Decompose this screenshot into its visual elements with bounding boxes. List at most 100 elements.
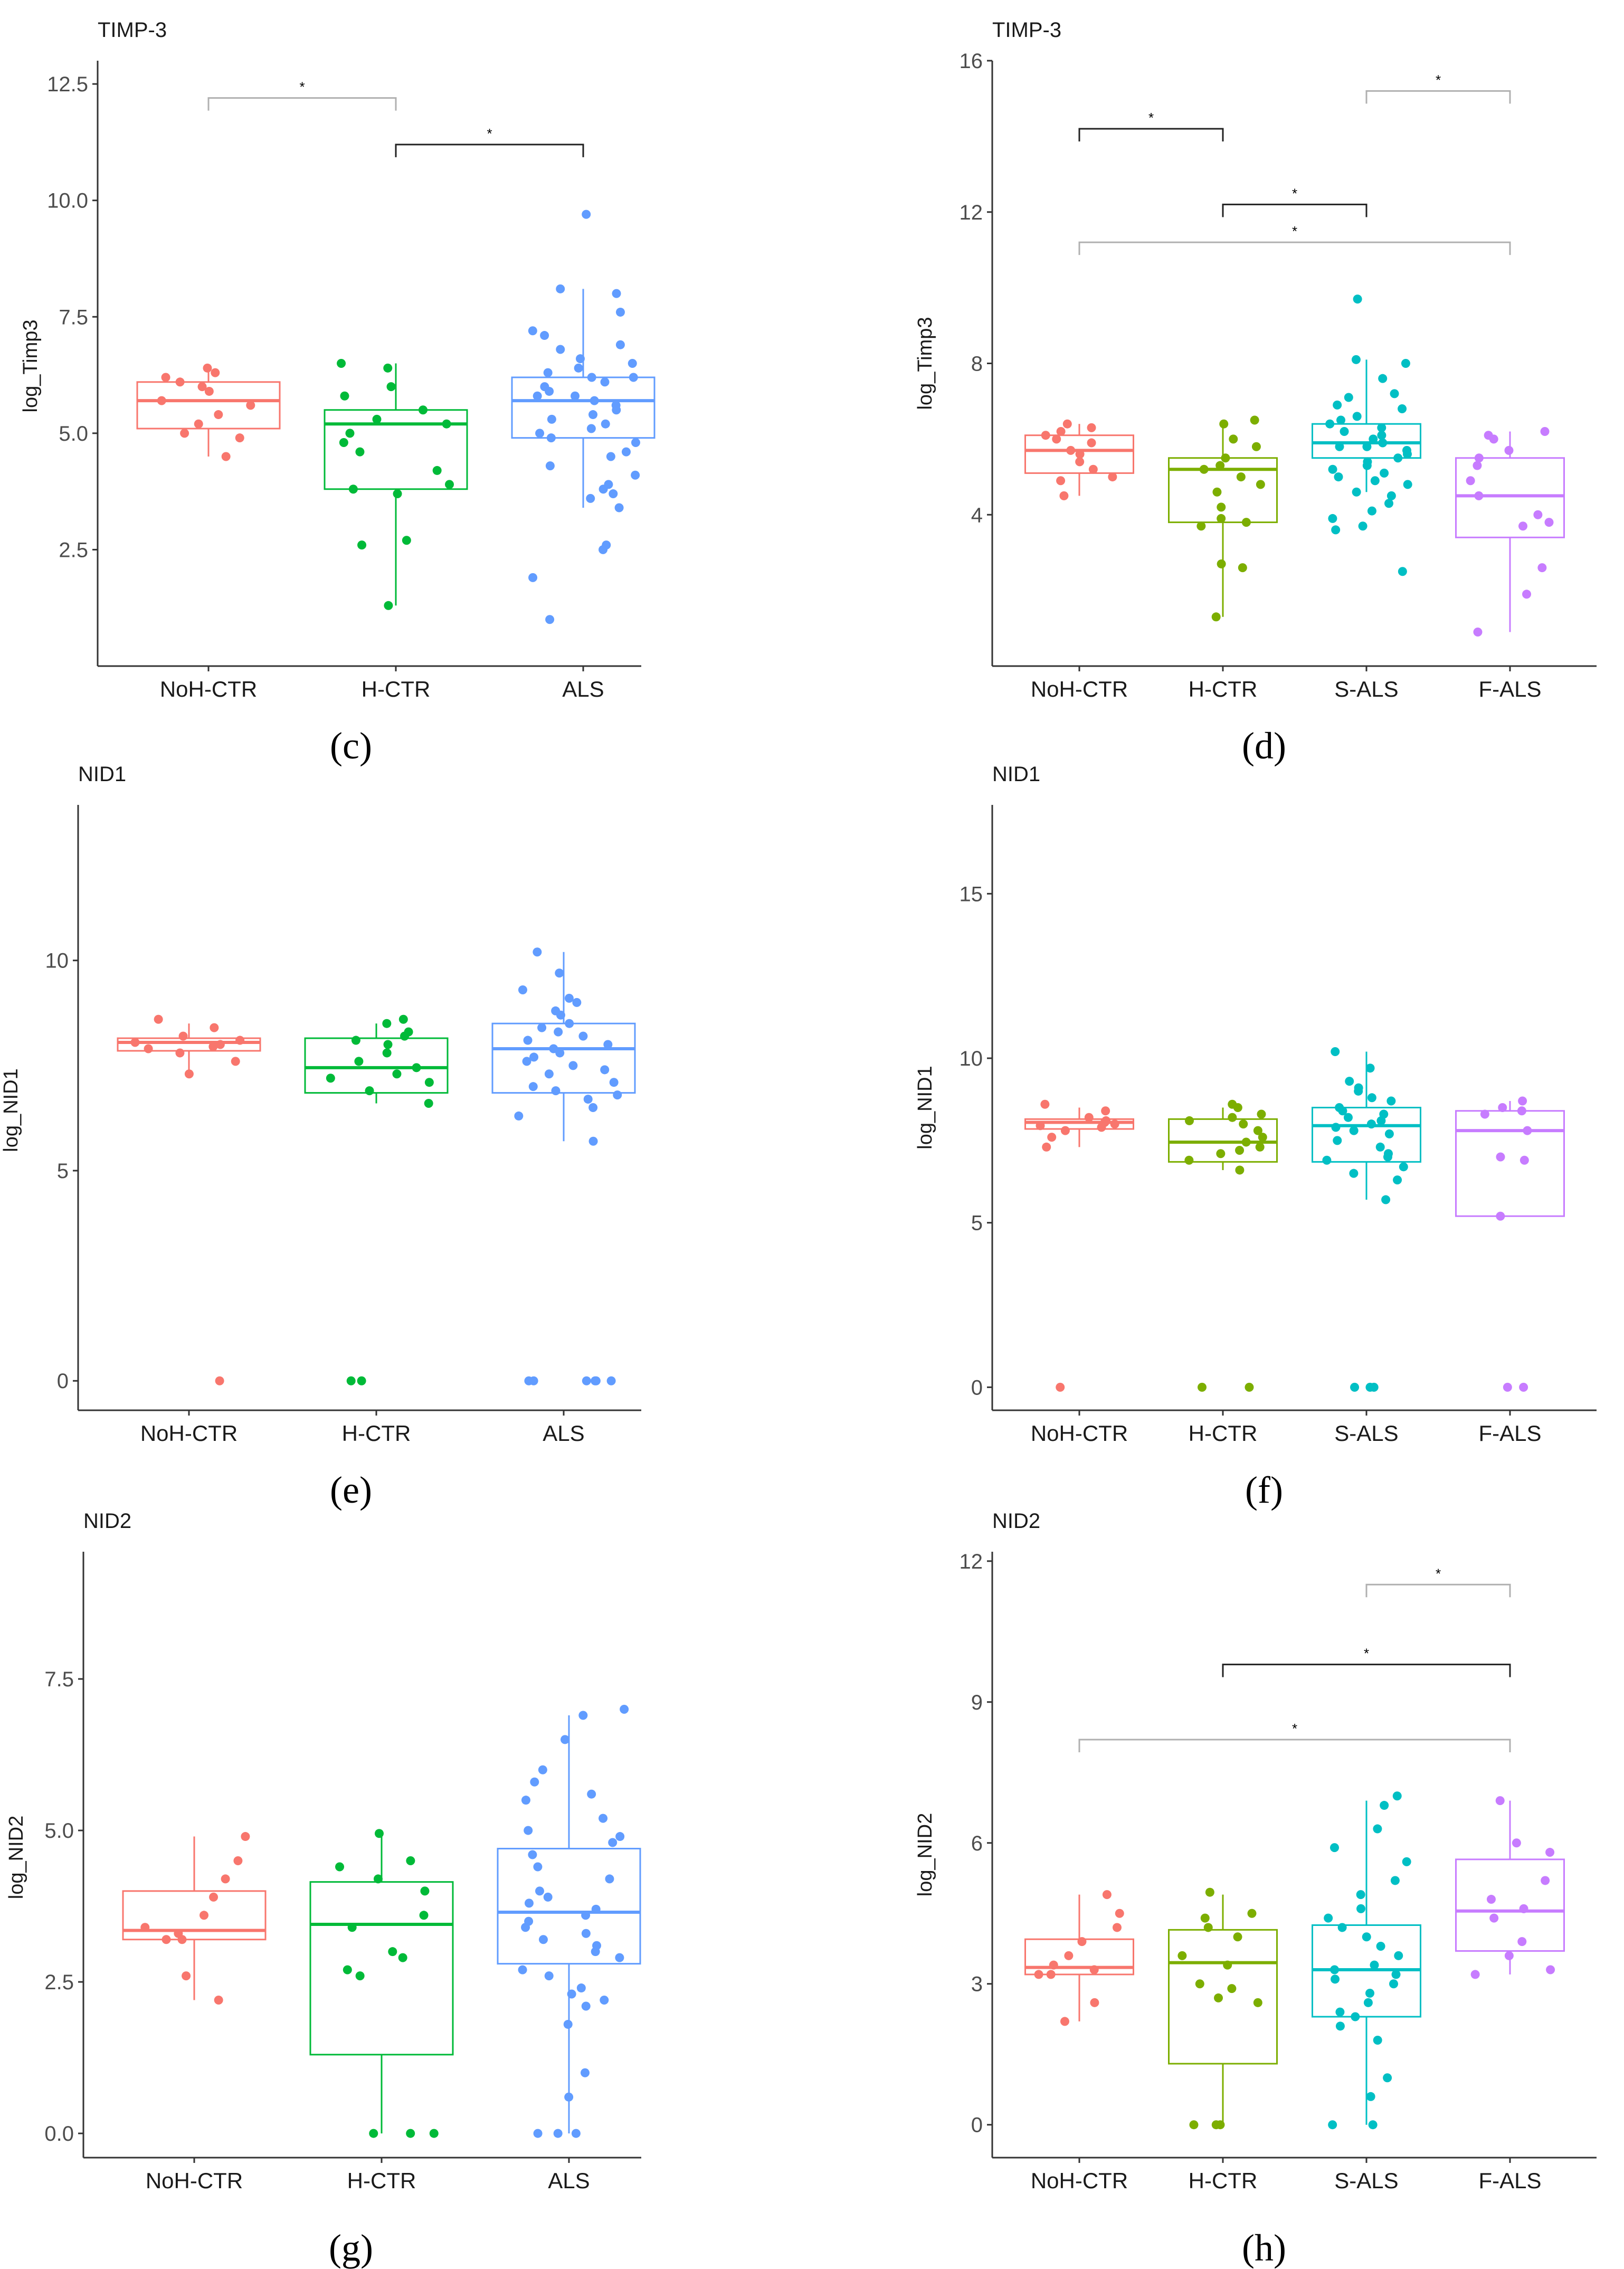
- data-point: [578, 1031, 588, 1041]
- data-point: [388, 1947, 397, 1957]
- data-point: [348, 485, 358, 494]
- data-point: [582, 1376, 591, 1385]
- significance-bracket: [1078, 1739, 1511, 1752]
- data-point: [383, 1040, 393, 1049]
- box-h-ctr: [309, 1881, 454, 2056]
- x-tick-label: NoH-CTR: [1031, 677, 1128, 701]
- x-tick-label: H-CTR: [347, 2168, 416, 2193]
- y-tick-label: 0: [57, 1370, 69, 1393]
- data-point: [538, 1765, 547, 1774]
- data-point: [1373, 1824, 1382, 1834]
- data-point: [1046, 1970, 1056, 1979]
- data-point: [1328, 514, 1337, 523]
- box-noh-ctr: [1024, 1118, 1134, 1130]
- data-point: [1489, 434, 1498, 444]
- data-point: [1519, 1382, 1528, 1392]
- significance-label: *: [1436, 1565, 1441, 1581]
- y-tick-label: 2.5: [44, 1971, 74, 1994]
- data-point: [1373, 2036, 1382, 2045]
- data-point: [1370, 476, 1380, 486]
- data-point: [1498, 1103, 1507, 1112]
- x-tick-label: NoH-CTR: [160, 677, 257, 701]
- data-point: [1330, 1843, 1340, 1853]
- data-point: [565, 1019, 574, 1028]
- data-point: [1366, 1119, 1376, 1129]
- y-tick-label: 5: [57, 1160, 69, 1183]
- data-point: [1391, 1970, 1401, 1979]
- panel-letter: (e): [330, 1469, 372, 1511]
- data-point: [1333, 1136, 1342, 1145]
- x-tick-label: H-CTR: [1189, 677, 1258, 701]
- data-point: [161, 373, 170, 382]
- data-point: [1233, 1103, 1242, 1112]
- data-point: [1340, 427, 1349, 436]
- x-tick-label: S-ALS: [1334, 1421, 1398, 1446]
- data-point: [1546, 1965, 1555, 1974]
- data-point: [1238, 563, 1247, 573]
- data-point: [1350, 1382, 1360, 1392]
- data-point: [1088, 464, 1098, 474]
- data-point: [1056, 476, 1066, 486]
- data-point: [1177, 1951, 1187, 1960]
- data-point: [197, 382, 207, 392]
- data-point: [1250, 415, 1259, 425]
- data-point: [144, 1044, 153, 1053]
- data-point: [1335, 2007, 1345, 2017]
- data-point: [535, 429, 545, 438]
- significance-bracket: [1078, 128, 1224, 142]
- data-point: [231, 1057, 240, 1066]
- data-point: [424, 1099, 433, 1108]
- data-point: [1486, 1895, 1496, 1904]
- data-point: [1235, 1146, 1245, 1155]
- data-point: [1060, 1126, 1070, 1135]
- y-axis-title: log_NID2: [914, 1813, 936, 1896]
- data-point: [1367, 506, 1376, 516]
- data-point: [586, 424, 596, 433]
- box-h-ctr: [324, 409, 468, 490]
- data-point: [1362, 442, 1372, 451]
- data-point: [1042, 1142, 1051, 1152]
- panel-e: NID1 0 5 10 log_NID1 NoH-CTR H-CTR ALS (e): [0, 763, 641, 1511]
- data-point: [400, 1031, 410, 1041]
- data-point: [140, 1923, 150, 1932]
- data-point: [1343, 1113, 1353, 1122]
- data-point: [1217, 514, 1226, 523]
- data-point: [1257, 1109, 1266, 1119]
- significance-label: *: [1436, 72, 1441, 88]
- y-axis-title: log_Timp3: [20, 319, 42, 412]
- panel-title: NID1: [992, 763, 1040, 786]
- data-point: [1236, 472, 1246, 482]
- data-point: [1384, 499, 1393, 508]
- box-h-ctr: [1168, 1118, 1278, 1163]
- data-point: [1205, 1887, 1214, 1897]
- data-point: [221, 1874, 230, 1884]
- data-point: [208, 1042, 218, 1051]
- y-tick-label: 15: [960, 882, 983, 906]
- data-point: [1358, 521, 1367, 531]
- data-point: [1056, 1382, 1065, 1392]
- data-point: [568, 1061, 578, 1070]
- data-point: [175, 377, 185, 387]
- data-point: [1380, 1801, 1389, 1810]
- data-point: [357, 1376, 366, 1385]
- data-point: [556, 284, 565, 293]
- data-point: [586, 493, 595, 503]
- data-point: [1219, 419, 1229, 429]
- data-point: [1185, 1116, 1194, 1125]
- data-point: [1328, 464, 1337, 474]
- data-point: [1331, 1974, 1340, 1984]
- y-tick-label: 0.0: [44, 2122, 74, 2145]
- data-point: [1351, 355, 1361, 364]
- data-point: [204, 386, 214, 396]
- data-point: [537, 1023, 547, 1032]
- panel-letter: (c): [330, 725, 372, 767]
- data-point: [1235, 1165, 1245, 1175]
- data-point: [1256, 480, 1265, 489]
- data-point: [178, 1031, 188, 1041]
- data-point: [1195, 1979, 1204, 1989]
- panel-h: NID2 0 3 6 9 12 log_NID2 NoH-CTR H-CTR S-ALS F-ALS…: [914, 1509, 1597, 2269]
- data-point: [561, 1735, 570, 1744]
- box-noh-ctr: [136, 381, 281, 430]
- data-point: [572, 998, 582, 1007]
- data-point: [1108, 472, 1117, 482]
